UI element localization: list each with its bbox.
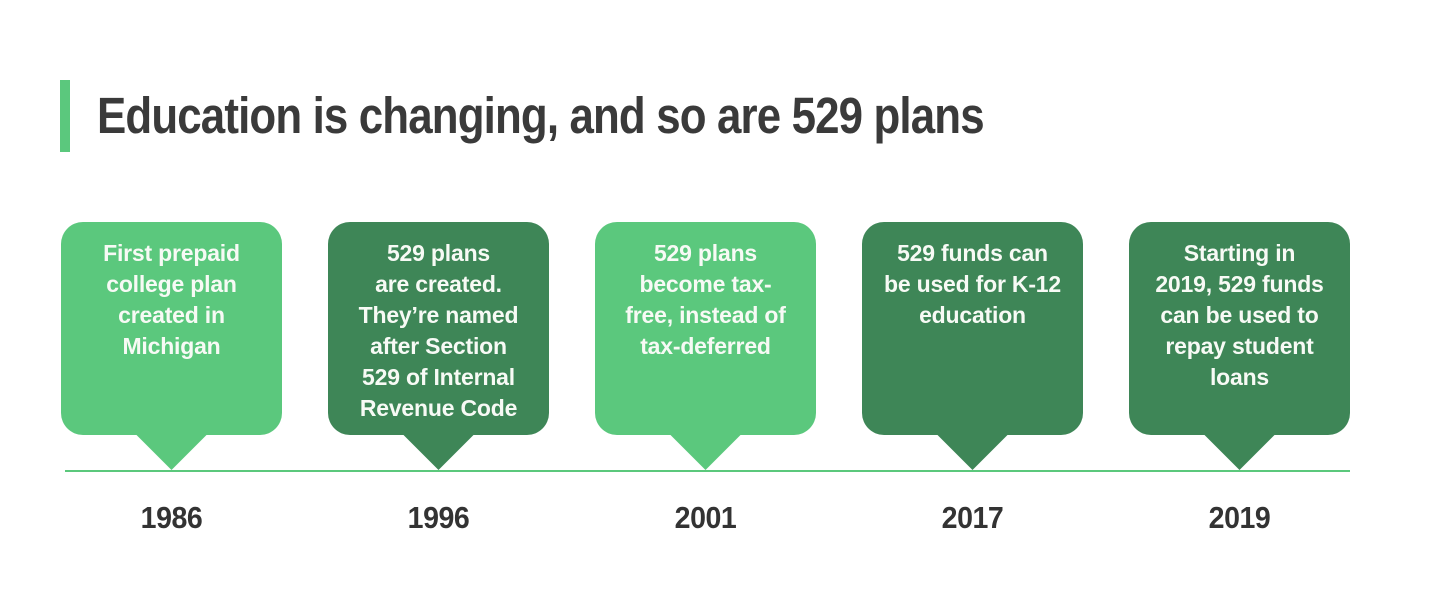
- year-label: 1986: [140, 500, 203, 535]
- bubble-tail: [135, 434, 208, 470]
- title-accent-bar: [60, 80, 70, 152]
- bubble-tail: [669, 434, 742, 470]
- event-column-1996: 529 plans are created. They’re named aft…: [328, 222, 549, 536]
- year-label: 2001: [674, 500, 737, 535]
- timeline-axis-line: [65, 470, 1350, 472]
- event-bubble: 529 funds can be used for K-12 education: [862, 222, 1083, 435]
- year-label: 2019: [1208, 500, 1271, 535]
- event-bubble: 529 plans become tax- free, instead of t…: [595, 222, 816, 435]
- event-column-2017: 529 funds can be used for K-12 education…: [862, 222, 1083, 536]
- bubble-tail: [936, 434, 1009, 470]
- bubble-tail: [1203, 434, 1276, 470]
- year-label: 2017: [941, 500, 1004, 535]
- event-bubble: Starting in 2019, 529 funds can be used …: [1129, 222, 1350, 435]
- timeline-events: First prepaid college plan created in Mi…: [61, 222, 1350, 536]
- event-column-2001: 529 plans become tax- free, instead of t…: [595, 222, 816, 536]
- event-column-2019: Starting in 2019, 529 funds can be used …: [1129, 222, 1350, 536]
- event-bubble: 529 plans are created. They’re named aft…: [328, 222, 549, 435]
- bubble-tail: [402, 434, 475, 470]
- event-column-1986: First prepaid college plan created in Mi…: [61, 222, 282, 536]
- year-label: 1996: [407, 500, 470, 535]
- header: Education is changing, and so are 529 pl…: [60, 80, 1128, 152]
- page-title: Education is changing, and so are 529 pl…: [97, 87, 985, 144]
- event-bubble: First prepaid college plan created in Mi…: [61, 222, 282, 435]
